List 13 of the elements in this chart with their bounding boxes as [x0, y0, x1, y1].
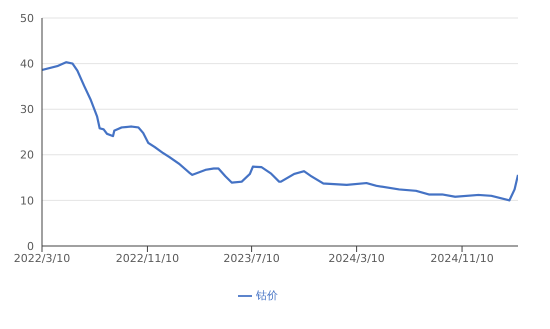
y-tick-label: 0 [27, 240, 34, 253]
x-tick-label: 2024/11/10 [430, 252, 494, 265]
x-tick-label: 2022/11/10 [116, 252, 180, 265]
y-tick-label: 50 [20, 12, 34, 25]
y-tick-label: 10 [20, 194, 34, 208]
x-tick-label: 2024/3/10 [328, 252, 385, 265]
x-tick-label: 2023/7/10 [223, 252, 280, 265]
y-tick-label: 40 [20, 58, 34, 71]
x-tick-label: 2022/3/10 [14, 252, 70, 265]
y-tick-label: 20 [20, 148, 34, 162]
y-tick-label: 30 [20, 103, 34, 116]
line-series [42, 61, 518, 202]
legend-label: 钴价 [256, 289, 278, 302]
